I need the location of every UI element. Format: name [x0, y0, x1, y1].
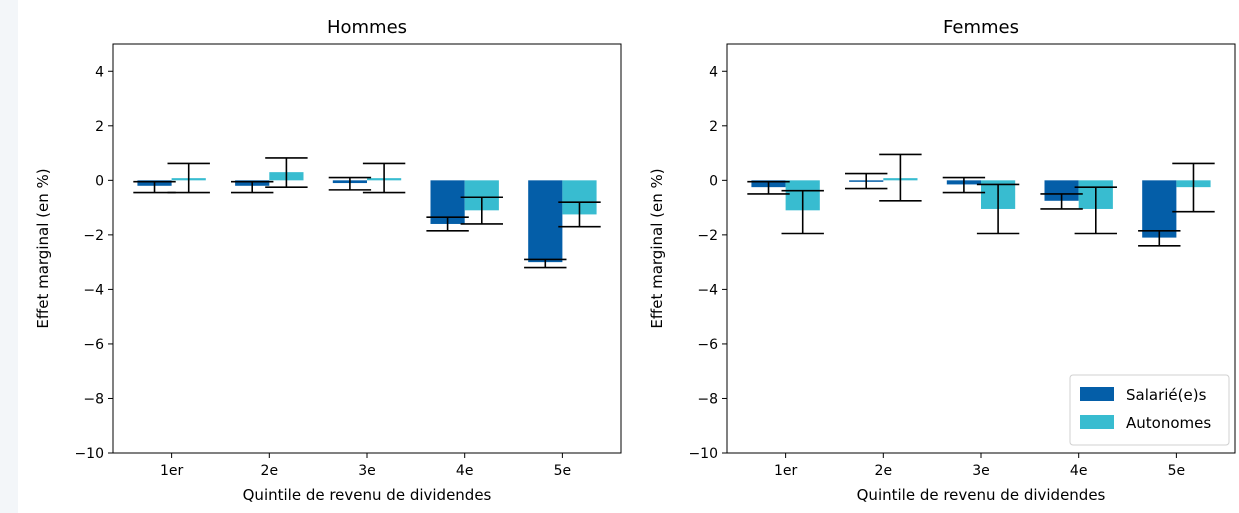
y-tick-label: 2	[95, 119, 104, 135]
x-tick-label: 2e	[261, 463, 279, 479]
error-bar-salaries-5e	[524, 258, 567, 269]
error-bar-salaries-3e	[328, 176, 372, 191]
x-tick-label: 4e	[1070, 463, 1088, 479]
legend-label-autonomes: Autonomes	[1126, 414, 1211, 432]
y-tick-label: 4	[709, 64, 718, 80]
error-bar-autonomes-2e	[879, 153, 922, 202]
panel-2: Femmes −10 −8 −6 −4 −2 0 2 4 1er 2e 3e 4e 5e Quintile …	[648, 17, 1236, 504]
x-tick-label: 2e	[875, 463, 893, 479]
error-bar-salaries-4e	[1040, 193, 1083, 210]
chart-canvas: Hommes −10 −8 −6 −4 −2 0 2 4 1er 2e 3e 4e 5e Quintile …	[34, 17, 1236, 504]
error-bar-salaries-4e	[426, 216, 469, 232]
y-tick-label: −6	[697, 337, 718, 353]
error-bar-autonomes-4e	[460, 196, 503, 225]
y-tick-label: −10	[688, 446, 718, 462]
bar-salaries-5e	[528, 180, 563, 263]
x-tick-label: 1er	[160, 463, 184, 479]
figure: Hommes −10 −8 −6 −4 −2 0 2 4 1er 2e 3e 4e 5e Quintile …	[18, 0, 1239, 513]
error-bar-autonomes-2e	[265, 157, 308, 188]
x-tick-label: 4e	[456, 463, 474, 479]
y-tick-label: −6	[83, 337, 104, 353]
y-tick-label: −2	[83, 228, 104, 244]
y-tick-label: −8	[697, 391, 718, 407]
x-tick-label: 5e	[1168, 463, 1186, 479]
legend-label-salaries: Salarié(e)s	[1126, 386, 1207, 404]
panel-1: Hommes −10 −8 −6 −4 −2 0 2 4 1er 2e 3e 4e 5e Quintile …	[34, 17, 622, 504]
y-tick-label: 0	[709, 173, 718, 189]
error-bar-salaries-5e	[1138, 229, 1181, 247]
y-tick-label: 2	[709, 119, 718, 135]
panel-title: Hommes	[327, 17, 407, 38]
bar-salaries-5e	[1142, 180, 1177, 238]
x-tick-label: 3e	[358, 463, 376, 479]
error-bar-autonomes-3e	[362, 162, 406, 194]
error-bar-salaries-2e	[845, 172, 888, 190]
panel-title: Femmes	[943, 17, 1019, 38]
error-bar-salaries-1er	[747, 180, 790, 195]
error-bar-autonomes-1er	[781, 189, 824, 235]
bar-salaries-4e	[1044, 180, 1079, 201]
error-bar-autonomes-5e	[1172, 162, 1215, 213]
x-axis-title: Quintile de revenu de dividendes	[243, 486, 492, 504]
error-bar-autonomes-4e	[1074, 186, 1117, 235]
y-tick-label: −2	[697, 228, 718, 244]
y-tick-label: −10	[74, 446, 104, 462]
legend-swatch-autonomes	[1080, 415, 1114, 429]
y-tick-label: −8	[83, 391, 104, 407]
y-axis-title: Effet marginal (en %)	[648, 168, 666, 328]
x-tick-label: 1er	[774, 463, 798, 479]
error-bar-salaries-2e	[231, 180, 274, 194]
y-tick-label: 0	[95, 173, 104, 189]
y-axis-title: Effet marginal (en %)	[34, 168, 52, 328]
x-axis-title: Quintile de revenu de dividendes	[857, 486, 1106, 504]
error-bar-autonomes-5e	[558, 201, 601, 228]
legend: Salarié(e)s Autonomes	[1069, 374, 1230, 446]
error-bar-salaries-3e	[942, 176, 986, 194]
x-tick-label: 3e	[972, 463, 990, 479]
error-bar-autonomes-1er	[167, 162, 210, 194]
error-bar-autonomes-3e	[976, 183, 1020, 235]
y-tick-label: −4	[83, 282, 104, 298]
y-tick-label: −4	[697, 282, 718, 298]
x-tick-label: 5e	[554, 463, 572, 479]
legend-swatch-salaries	[1080, 387, 1114, 401]
y-tick-label: 4	[95, 64, 104, 80]
